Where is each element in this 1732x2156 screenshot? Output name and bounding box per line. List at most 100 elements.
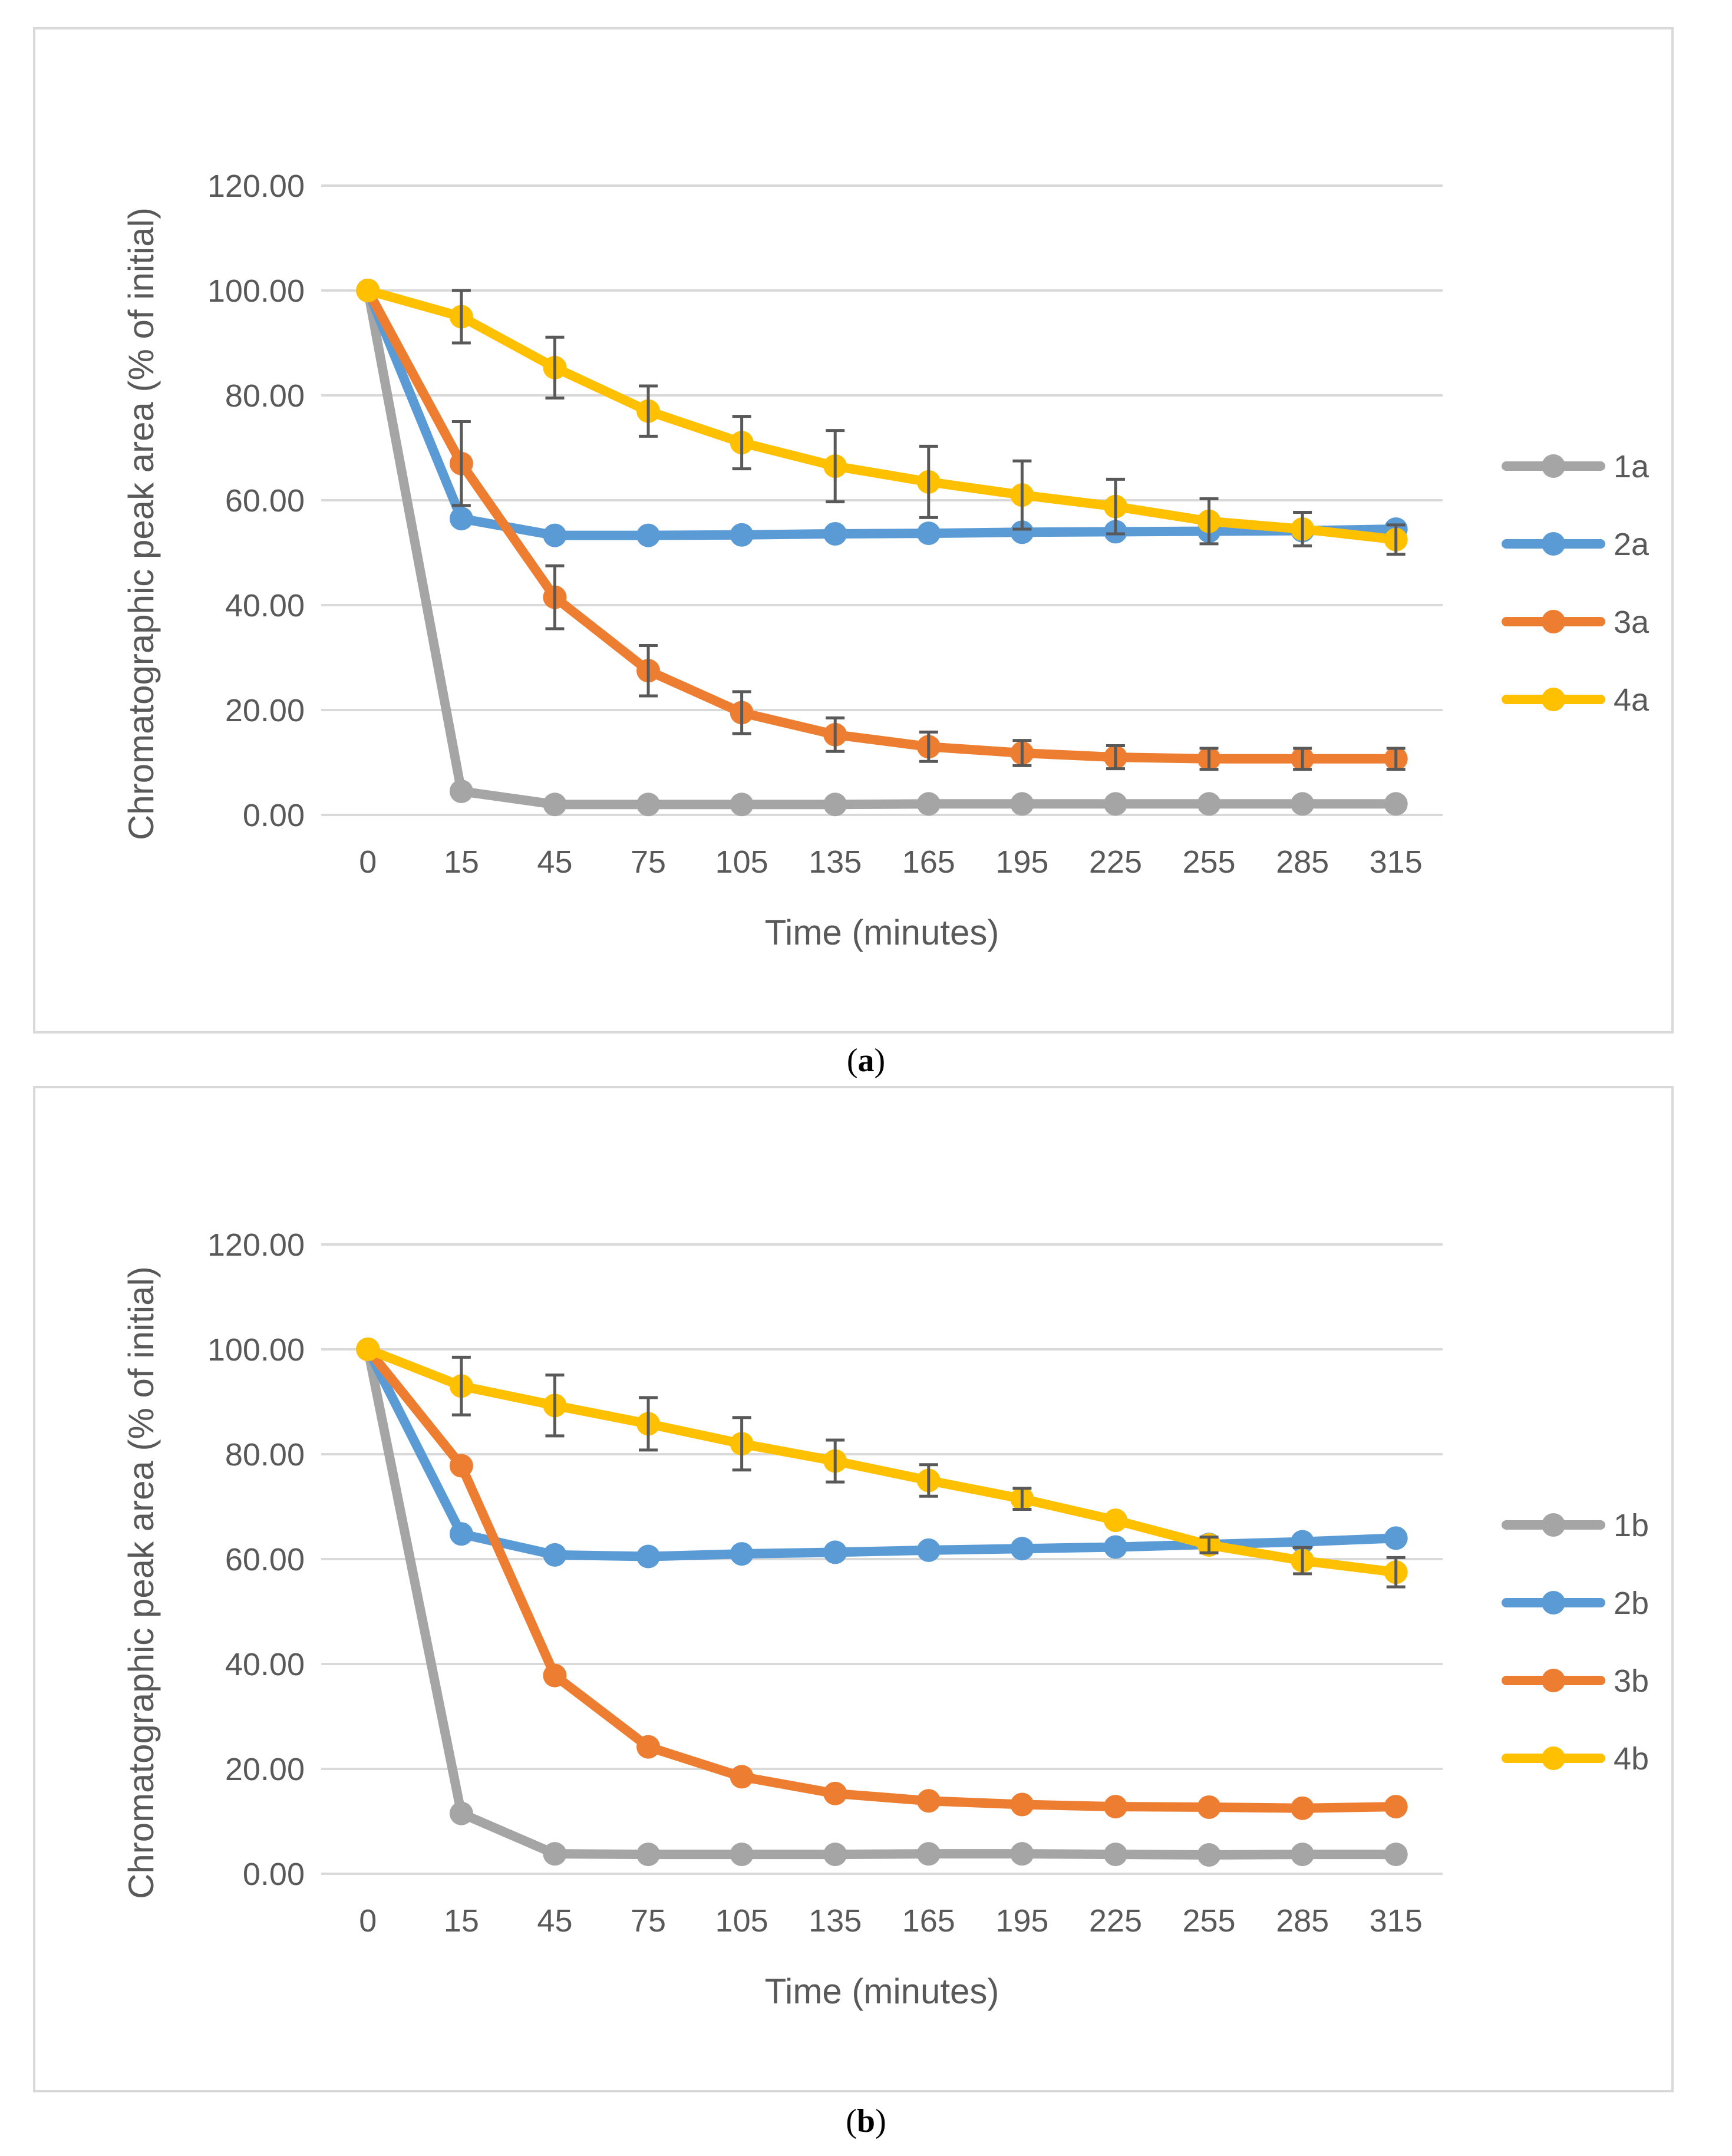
data-point-4a (356, 279, 380, 302)
legend-item-4a: 4a (1502, 682, 1649, 718)
x-tick-label: 285 (1276, 844, 1329, 880)
error-bar-4b (919, 1463, 938, 1498)
chart-a-caption: (a) (846, 1042, 886, 1079)
error-bar-4a (451, 289, 471, 345)
data-point-2a (543, 523, 567, 547)
y-tick-label: 40.00 (225, 1647, 305, 1682)
data-point-3b (823, 1781, 847, 1805)
data-point-3b (1103, 1795, 1127, 1819)
data-point-1a (1010, 792, 1034, 816)
series-line-4a (363, 286, 1401, 544)
data-point-1a (1103, 792, 1127, 816)
y-tick-label: 20.00 (225, 693, 305, 728)
legend-label: 1a (1614, 449, 1649, 484)
error-bar-4b (1293, 1546, 1312, 1576)
data-point-4b (1103, 1508, 1127, 1533)
legend-marker (1542, 610, 1565, 633)
legend-label: 4b (1614, 1741, 1649, 1777)
legend-item-2a: 2a (1502, 527, 1649, 562)
data-point-1a (730, 793, 754, 817)
data-point-1b (449, 1801, 473, 1825)
legend-item-4b: 4b (1502, 1741, 1649, 1777)
data-point-1b (1291, 1843, 1315, 1867)
data-point-1a (1197, 792, 1221, 816)
data-point-2b (1010, 1537, 1034, 1561)
data-point-1b (1103, 1843, 1127, 1867)
y-tick-label: 20.00 (225, 1752, 305, 1787)
y-axis-title: Chromatographic peak area (% of initial) (121, 1266, 161, 1899)
error-bar-4b (826, 1438, 845, 1484)
y-tick-label: 40.00 (225, 588, 305, 623)
x-tick-label: 105 (715, 1903, 768, 1939)
data-point-2b (636, 1544, 661, 1569)
legend-item-3b: 3b (1502, 1663, 1649, 1699)
chart-b-frame: 0.00 20.00 40.00 60.00 80.00 100.00 120.00 0 15 4… (33, 1086, 1674, 2092)
data-point-3b (1384, 1795, 1408, 1819)
series-line-1a (363, 286, 1401, 810)
y-axis-title: Chromatographic peak area (% of initial) (121, 207, 161, 840)
x-tick-label: 105 (715, 844, 768, 880)
legend-item-2b: 2b (1502, 1586, 1649, 1621)
y-tick-label: 100.00 (207, 1332, 305, 1368)
y-tick-label: 0.00 (243, 1857, 305, 1892)
x-tick-label: 255 (1182, 844, 1235, 880)
data-point-1a (449, 779, 473, 803)
data-point-2a (449, 507, 473, 531)
data-point-3b (543, 1663, 567, 1688)
y-tick-label: 120.00 (207, 169, 305, 204)
data-point-3b (730, 1765, 754, 1789)
chart-a-caption-label: a (857, 1042, 875, 1079)
series-line-2a (363, 286, 1401, 540)
data-point-1b (543, 1842, 567, 1866)
y-tick-label: 60.00 (225, 1542, 305, 1577)
error-bar-4b (639, 1396, 658, 1452)
data-point-1b (1010, 1842, 1034, 1866)
x-tick-label: 195 (995, 844, 1048, 880)
legend-marker (1542, 1513, 1565, 1537)
x-axis-title: Time (minutes) (765, 913, 999, 952)
series-line-2b (363, 1345, 1401, 1561)
data-point-2b (730, 1542, 754, 1566)
x-tick-label: 255 (1182, 1903, 1235, 1939)
error-bar-3a (1386, 747, 1406, 771)
error-bar-3a (1199, 747, 1219, 771)
error-bar-4a (1106, 477, 1125, 536)
data-point-2b (543, 1543, 567, 1567)
x-tick-label: 0 (359, 844, 377, 880)
error-bar-4a (732, 415, 751, 471)
data-point-2a (823, 521, 847, 546)
y-tick-label: 120.00 (207, 1227, 305, 1263)
error-bar-4b (1199, 1536, 1219, 1554)
data-point-2a (1010, 520, 1034, 544)
error-bar-3a (1012, 739, 1032, 767)
chart-b-caption-label: b (856, 2103, 876, 2140)
x-tick-label: 225 (1089, 1903, 1142, 1939)
data-point-1a (1384, 792, 1408, 816)
y-tick-label: 60.00 (225, 483, 305, 519)
data-point-2b (1103, 1535, 1127, 1559)
legend-label: 1b (1614, 1508, 1649, 1543)
error-bar-3a (826, 716, 845, 753)
x-tick-label: 45 (537, 844, 572, 880)
x-axis-title: Time (minutes) (765, 1972, 999, 2011)
legend-item-1b: 1b (1502, 1508, 1649, 1543)
series-line-3a (363, 286, 1401, 764)
data-point-3b (1010, 1792, 1034, 1817)
data-point-3b (916, 1789, 941, 1813)
x-tick-label: 75 (631, 1903, 666, 1939)
x-tick-label: 75 (631, 844, 666, 880)
x-tick-label: 195 (995, 1903, 1048, 1939)
legend-marker (1542, 532, 1565, 556)
error-bar-3a (919, 730, 938, 763)
data-point-1b (636, 1843, 661, 1867)
data-point-2a (916, 521, 941, 546)
error-bar-4a (545, 335, 565, 399)
data-point-1b (1384, 1843, 1408, 1867)
error-bar-3a (545, 564, 565, 630)
y-tick-label: 100.00 (207, 273, 305, 309)
error-bar-4b (451, 1355, 471, 1417)
error-bar-4a (1012, 459, 1032, 531)
legend-item-3a: 3a (1502, 605, 1649, 640)
data-point-1a (636, 793, 661, 817)
legend-label: 3a (1614, 605, 1649, 640)
